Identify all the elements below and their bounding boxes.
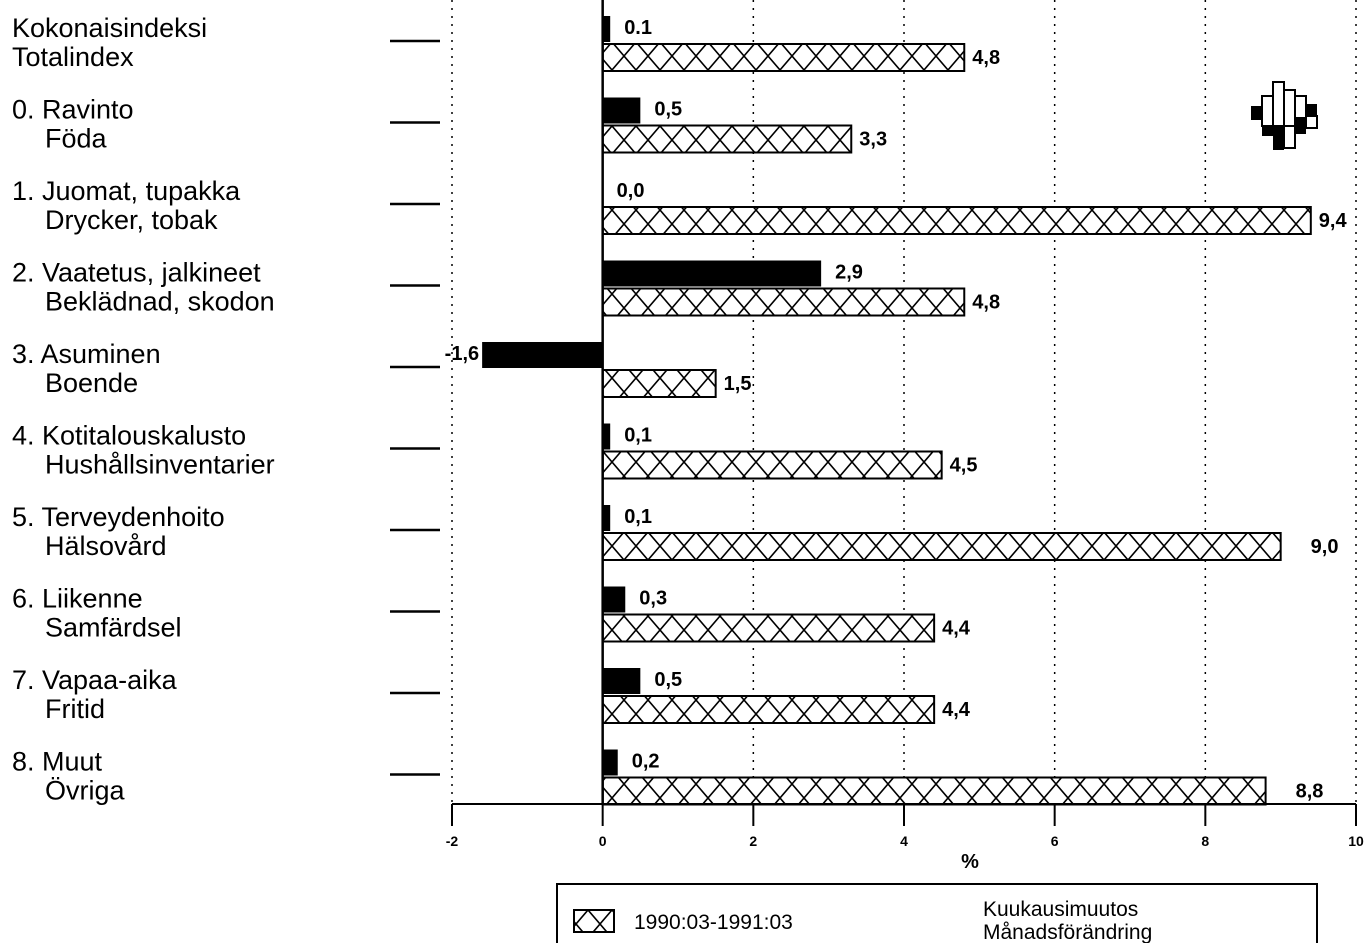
value-label-monthly: -1,6 xyxy=(445,343,479,365)
bar-annual xyxy=(601,369,717,398)
x-tick-label: -2 xyxy=(446,833,459,849)
category-label: 7. Vapaa-aika Fritid xyxy=(12,665,178,724)
x-tick-label: 4 xyxy=(900,833,908,849)
category-label: 3. Asuminen Boende xyxy=(12,339,161,398)
bar-annual xyxy=(601,695,936,724)
value-label-annual: 9,0 xyxy=(1311,536,1339,558)
legend-label-monthly: Kuukausimuutos Månadsförändring xyxy=(983,898,1152,943)
bar-monthly xyxy=(602,97,641,124)
bar-annual xyxy=(601,287,966,317)
category-label: 5. Terveydenhoito Hälsovård xyxy=(12,502,225,561)
value-label-monthly: 0,1 xyxy=(624,506,652,528)
category-label: 0. Ravinto Föda xyxy=(12,95,134,154)
legend: 1990:03-1991:03 Kuukausimuutos Månadsförän… xyxy=(556,883,1318,943)
value-label-annual: 9,4 xyxy=(1319,210,1348,232)
value-label-annual: 4,8 xyxy=(972,47,1000,69)
bar-annual xyxy=(601,43,966,72)
x-tick-label: 2 xyxy=(749,833,757,849)
statistics-logo xyxy=(1251,81,1318,150)
value-label-monthly: 0,1 xyxy=(624,425,652,447)
bar-monthly xyxy=(602,749,618,776)
bar-monthly xyxy=(602,668,641,694)
value-label-annual: 1,5 xyxy=(724,373,752,395)
bar-annual xyxy=(601,450,943,480)
bar-monthly xyxy=(602,16,611,42)
value-label-monthly: 0,5 xyxy=(654,669,682,691)
value-label-monthly: 0,5 xyxy=(654,99,682,121)
x-tick-label: 6 xyxy=(1051,833,1059,849)
bars: 0.1 4,8 0,5 3,3 0,0 9,4 2,9 4,8 -1,6 1,5 0,1 4,5 0,1… xyxy=(445,16,1348,806)
bar-monthly xyxy=(602,586,626,613)
legend-label-annual: 1990:03-1991:03 xyxy=(634,911,793,934)
value-label-monthly: 2,9 xyxy=(835,262,863,284)
x-axis: -2 0 2 4 6 8 10% xyxy=(446,0,1364,873)
value-label-annual: 4,8 xyxy=(972,292,1000,314)
category-label: Kokonaisindeksi Totalindex xyxy=(12,13,207,72)
legend-swatch-annual xyxy=(573,909,615,933)
category-label: 1. Juomat, tupakka Drycker, tobak xyxy=(12,176,241,235)
x-tick-label: 0 xyxy=(599,833,607,849)
bar-annual xyxy=(601,124,853,154)
value-label-monthly: 0,2 xyxy=(632,751,660,773)
value-label-annual: 4,5 xyxy=(950,455,978,477)
category-label: 2. Vaatetus, jalkineet Beklädnad, skodon xyxy=(12,258,275,317)
x-tick-label: 8 xyxy=(1201,833,1209,849)
bar-annual xyxy=(601,613,936,643)
value-label-monthly: 0,0 xyxy=(617,180,645,202)
x-tick-label: 10 xyxy=(1348,833,1364,849)
grid-lines xyxy=(451,0,1357,804)
category-label: 4. Kotitalouskalusto Hushållsinventarier xyxy=(12,421,275,480)
bar-annual xyxy=(601,776,1267,806)
value-label-monthly: 0.1 xyxy=(624,17,652,39)
legend-box xyxy=(556,883,1318,943)
value-label-annual: 3,3 xyxy=(859,129,887,151)
bar-monthly xyxy=(602,505,611,531)
category-label: 6. Liikenne Samfärdsel xyxy=(12,584,182,643)
value-label-annual: 4,4 xyxy=(942,618,971,640)
bar-annual xyxy=(601,206,1312,235)
value-label-monthly: 0,3 xyxy=(639,588,667,610)
category-labels: Kokonaisindeksi Totalindex 0. Ravinto Föda 1… xyxy=(12,13,440,806)
value-label-annual: 8,8 xyxy=(1296,781,1324,803)
bar-monthly xyxy=(482,342,603,368)
bar-annual xyxy=(601,532,1282,561)
bar-monthly xyxy=(602,423,611,450)
bar-monthly xyxy=(602,260,822,287)
category-label: 8. Muut Övriga xyxy=(12,747,126,806)
x-axis-title: % xyxy=(961,851,979,873)
value-label-annual: 4,4 xyxy=(942,699,971,721)
